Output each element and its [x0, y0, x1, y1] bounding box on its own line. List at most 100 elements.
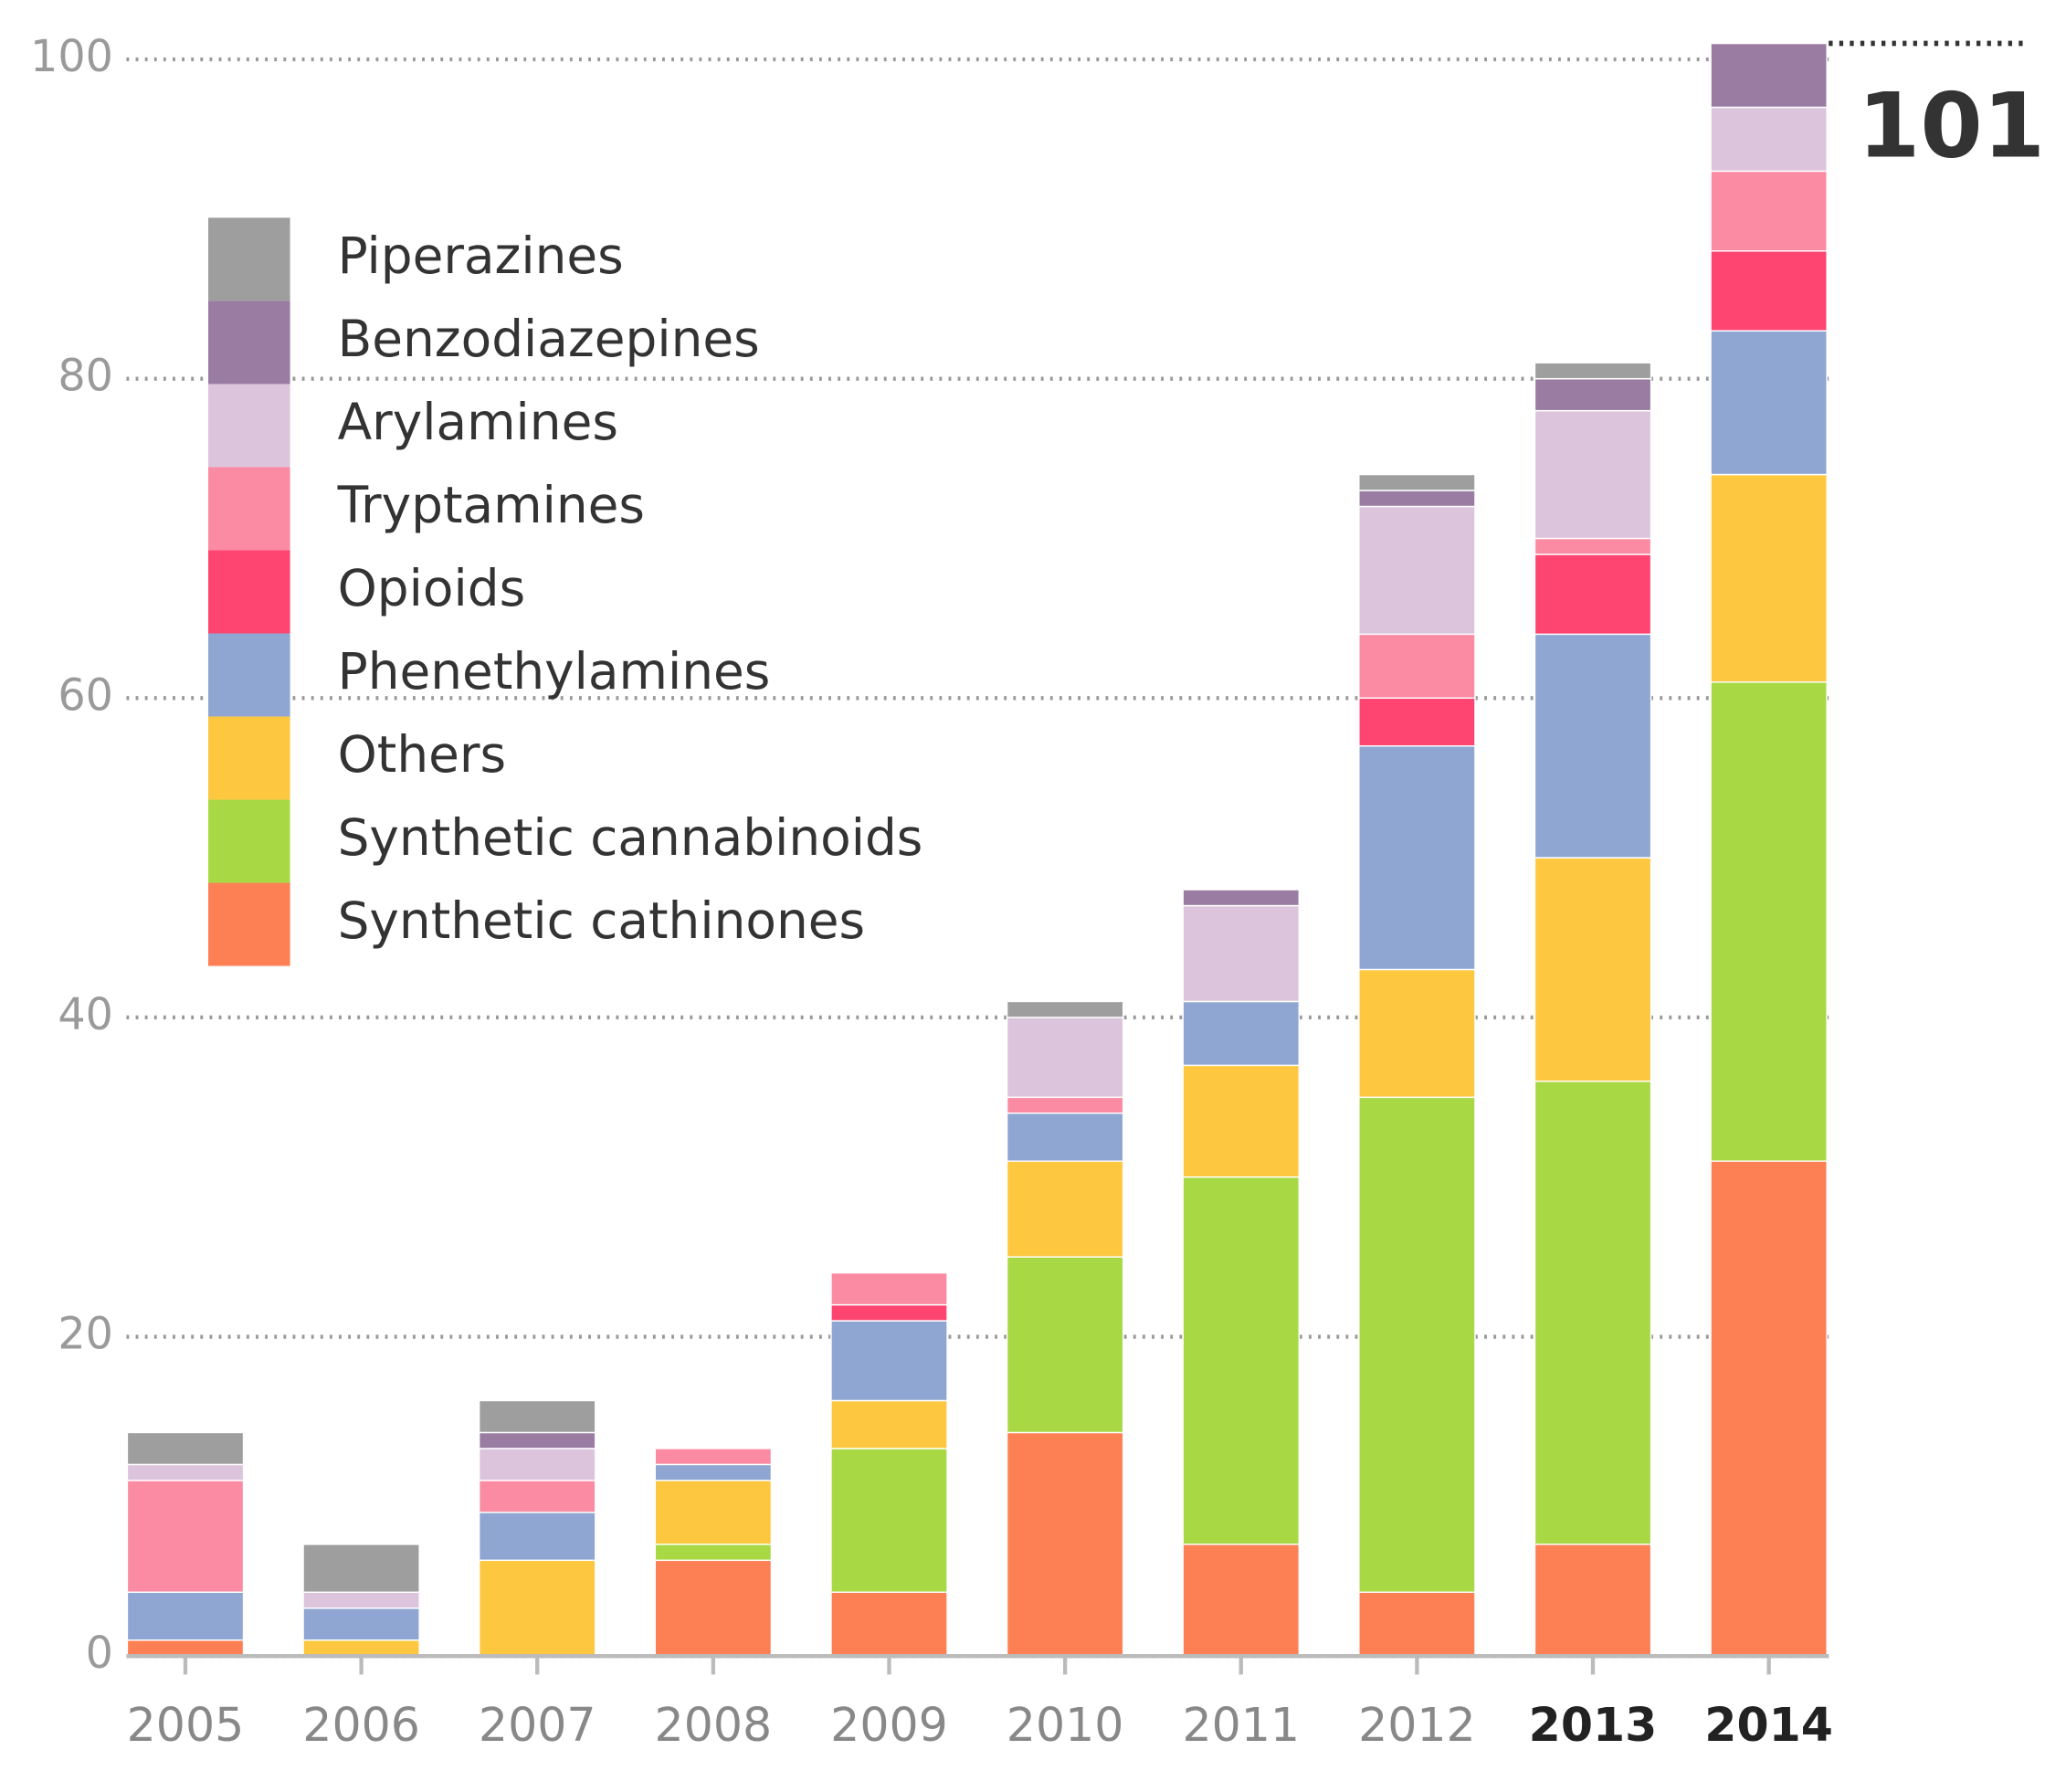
- bar-segment: [478, 1480, 596, 1513]
- legend-label: Arylamines: [338, 393, 618, 451]
- bar-segment: [1358, 697, 1476, 747]
- legend-label: Synthetic cannabinoids: [338, 808, 923, 867]
- bar-segment: [126, 1591, 245, 1641]
- x-tick-label: 2007: [479, 1698, 596, 1752]
- bar-segment: [654, 1448, 773, 1466]
- y-tick-label: 80: [58, 352, 113, 402]
- bar-segment: [1006, 1256, 1124, 1434]
- bar-segment: [1006, 1431, 1124, 1657]
- bar-segment: [1710, 1160, 1828, 1657]
- bar-segment: [830, 1399, 948, 1449]
- bar-segment: [478, 1399, 596, 1434]
- y-tick-label: 20: [58, 1310, 113, 1360]
- bar-segment: [654, 1463, 773, 1481]
- bar-segment: [1710, 250, 1828, 332]
- bar-segment: [654, 1544, 773, 1562]
- legend-swatch: [208, 799, 290, 883]
- bar-segment: [1534, 377, 1652, 412]
- bar-segment: [830, 1320, 948, 1402]
- bar-segment: [1182, 889, 1301, 907]
- legend-label: Benzodiazepines: [338, 310, 760, 368]
- y-tick-label: 40: [58, 990, 113, 1040]
- bar-segment: [1534, 1080, 1652, 1545]
- x-tick-label: 2006: [302, 1698, 420, 1752]
- bar-segment: [1710, 106, 1828, 173]
- legend-label: Phenethylamines: [338, 642, 771, 701]
- bar-segment: [830, 1448, 948, 1593]
- bar-segment: [1358, 633, 1476, 700]
- legend-label: Synthetic cathinones: [338, 891, 866, 950]
- bar-segment: [1358, 473, 1476, 491]
- bar-segment: [654, 1480, 773, 1545]
- bar-segment: [126, 1639, 245, 1657]
- bar-segment: [1534, 362, 1652, 380]
- x-tick-label: 2014: [1704, 1698, 1833, 1752]
- legend-label: Tryptamines: [337, 476, 645, 534]
- bar-segment: [1358, 505, 1476, 636]
- legend-swatch: [208, 716, 290, 800]
- bar-segment: [1182, 1176, 1301, 1545]
- x-tick-label: 2011: [1182, 1698, 1300, 1752]
- bar-segment: [1710, 170, 1828, 252]
- bar-segment: [1006, 1017, 1124, 1099]
- x-tick-label: 2013: [1529, 1698, 1658, 1752]
- bar-segment: [1358, 1591, 1476, 1657]
- legend-swatch: [208, 550, 290, 634]
- bar-segment: [654, 1559, 773, 1657]
- bar-segment: [1006, 1096, 1124, 1114]
- bar-segment: [478, 1512, 596, 1562]
- bar-segment: [1182, 904, 1301, 1003]
- bar-segment: [126, 1431, 245, 1466]
- bar-segment: [830, 1591, 948, 1657]
- bar-segment: [1006, 1112, 1124, 1162]
- annotation-text: 101: [1858, 74, 2045, 178]
- bar-segment: [1534, 409, 1652, 540]
- bar-segment: [1534, 553, 1652, 636]
- bar-segment: [1182, 1544, 1301, 1657]
- bar-segment: [478, 1448, 596, 1481]
- y-tick-label: 60: [58, 670, 113, 721]
- legend-swatch: [208, 633, 290, 717]
- bar-segment: [478, 1431, 596, 1449]
- bar-segment: [1534, 857, 1652, 1082]
- bar-segment: [1182, 1000, 1301, 1067]
- bar-segment: [478, 1559, 596, 1657]
- legend-swatch: [208, 882, 290, 966]
- y-tick-label: 100: [30, 32, 113, 82]
- bar-segment: [1710, 330, 1828, 476]
- legend-label: Piperazines: [338, 227, 624, 285]
- legend-swatch: [208, 384, 290, 468]
- bar-segment: [830, 1303, 948, 1322]
- bar-segment: [126, 1480, 245, 1593]
- x-tick-label: 2010: [1007, 1698, 1124, 1752]
- bar-segment: [302, 1544, 420, 1593]
- bar-segment: [1358, 968, 1476, 1099]
- x-tick-label: 2012: [1358, 1698, 1476, 1752]
- bar-segment: [1006, 1160, 1124, 1258]
- bar-segment: [302, 1591, 420, 1609]
- bar-segment: [1534, 1544, 1652, 1657]
- bar-segment: [1710, 681, 1828, 1162]
- bar-segment: [1358, 490, 1476, 508]
- bar-segment: [1182, 1064, 1301, 1178]
- legend-swatch: [208, 467, 290, 551]
- x-tick-label: 2009: [830, 1698, 948, 1752]
- bar-segment: [830, 1271, 948, 1306]
- bar-segment: [302, 1639, 420, 1657]
- bar-segment: [1710, 473, 1828, 683]
- bar-segment: [1358, 745, 1476, 971]
- x-tick-label: 2008: [655, 1698, 773, 1752]
- legend-swatch: [208, 217, 290, 301]
- bar-segment: [126, 1463, 245, 1481]
- bar-segment: [1006, 1000, 1124, 1018]
- bar-segment: [1358, 1096, 1476, 1593]
- bar-segment: [302, 1608, 420, 1641]
- bar-segment: [1710, 42, 1828, 109]
- x-tick-label: 2005: [127, 1698, 245, 1752]
- y-tick-label: 0: [86, 1629, 113, 1679]
- legend-label: Opioids: [338, 559, 526, 617]
- bar-segment: [1534, 537, 1652, 555]
- legend-swatch: [208, 300, 290, 385]
